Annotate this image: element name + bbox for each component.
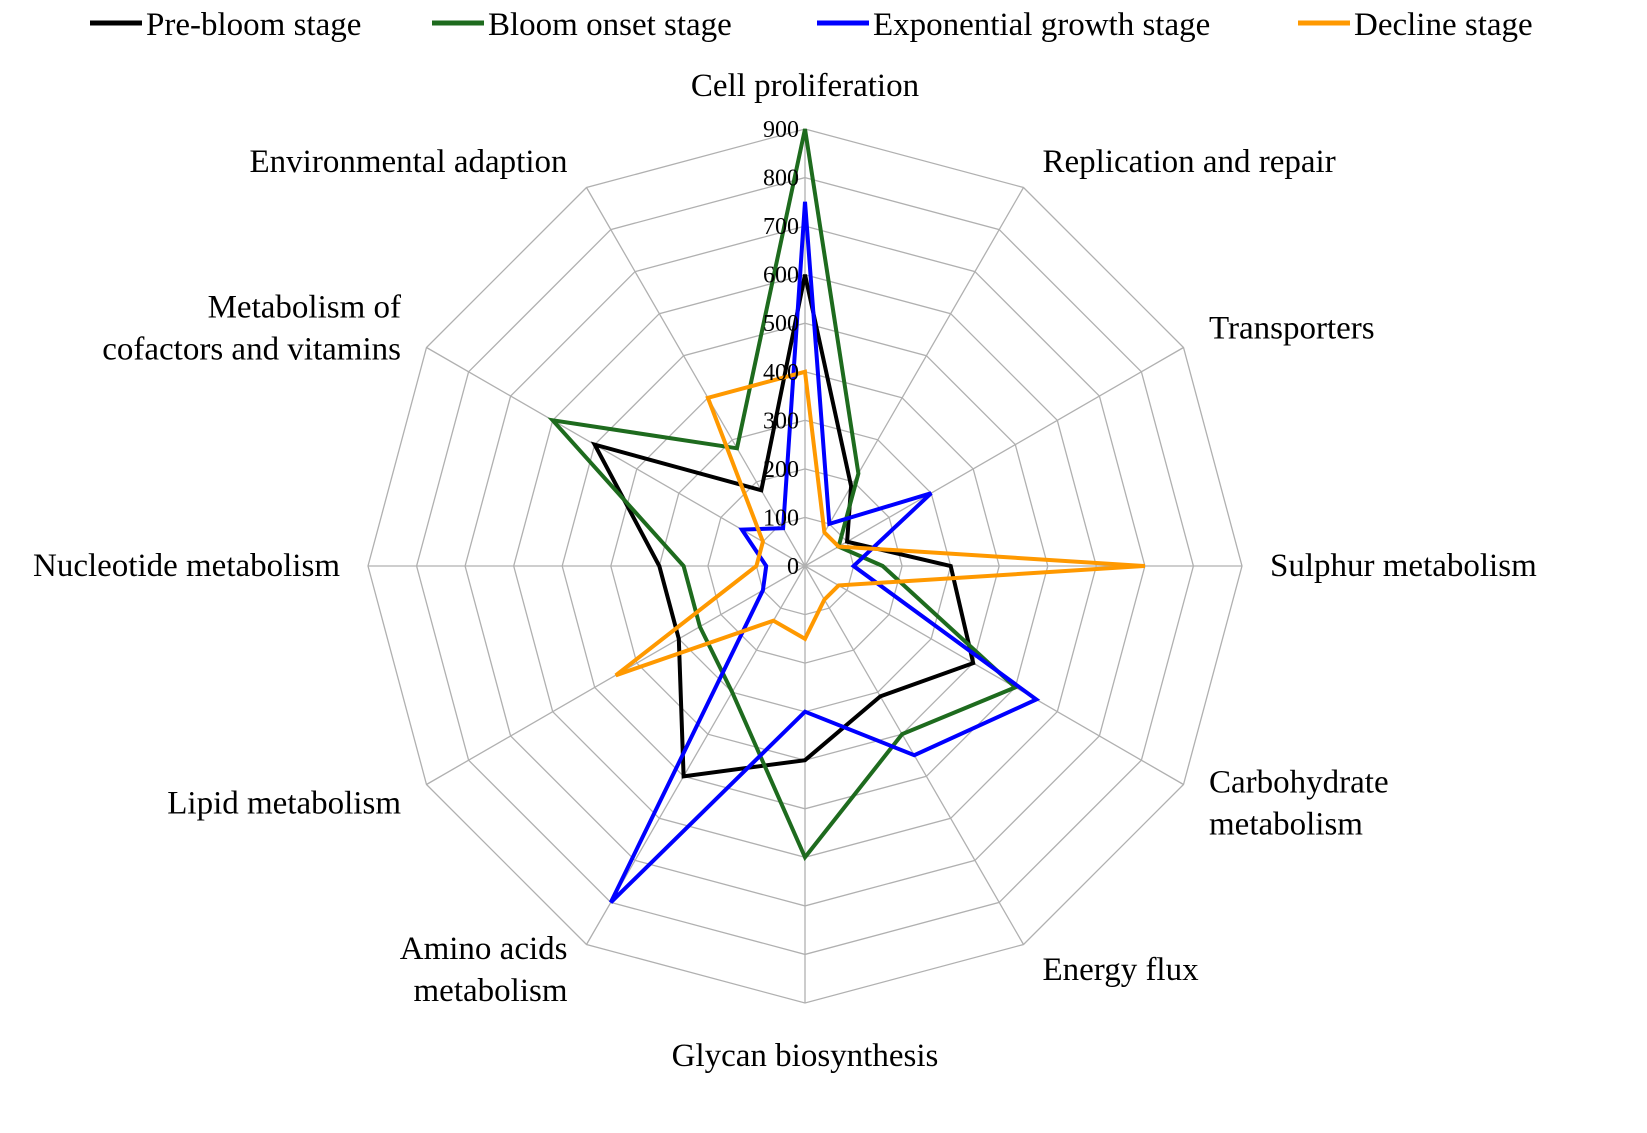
tick-label: 100 (763, 505, 799, 531)
axis-label-line: Lipid metabolism (167, 786, 401, 822)
legend-item-decline-stage: Decline stage (1298, 7, 1533, 43)
legend-item-exponential-growth-stage: Exponential growth stage (817, 7, 1210, 43)
tick-label: 900 (763, 117, 799, 143)
radial-tick-labels: 0 100 200 300 400 500 600 700 800 900 (763, 117, 799, 580)
axis-label-line: cofactors and vitamins (102, 332, 401, 368)
spoke-11 (426, 346, 806, 567)
legend-label: Decline stage (1354, 7, 1533, 43)
tick-label: 300 (763, 408, 799, 434)
series-line-decline-stage (614, 369, 1146, 678)
axis-labels: Cell proliferation Replication and repair… (33, 68, 1537, 1074)
axis-label-amino-acids-metabolism: Amino acids metabolism (400, 931, 568, 1009)
axis-label-line: Metabolism of (208, 290, 401, 326)
legend-label: Exponential growth stage (873, 7, 1210, 43)
series-line-exponential-growth-stage (609, 201, 1041, 904)
axis-label-glycan-biosynthesis: Glycan biosynthesis (672, 1038, 939, 1074)
axis-label-metabolism-of-cofactors-and-vitamins: Metabolism of cofactors and vitamins (102, 290, 401, 368)
axis-label-line: Transporters (1209, 311, 1375, 347)
axis-label-line: Sulphur metabolism (1270, 548, 1537, 584)
radar-spokes (368, 129, 1242, 1003)
axis-label-replication-and-repair: Replication and repair (1043, 144, 1336, 180)
radar-series (547, 128, 1146, 904)
axis-label-line: metabolism (1209, 807, 1363, 843)
axis-label-line: Amino acids (400, 931, 568, 967)
tick-label: 800 (763, 166, 799, 192)
axis-label-line: Energy flux (1043, 952, 1200, 988)
axis-label-lipid-metabolism: Lipid metabolism (167, 786, 401, 822)
legend-label: Bloom onset stage (488, 7, 732, 43)
legend-label: Pre-bloom stage (146, 7, 361, 43)
axis-label-sulphur-metabolism: Sulphur metabolism (1270, 548, 1537, 584)
legend-item-pre-bloom-stage: Pre-bloom stage (90, 7, 361, 43)
axis-label-cell-proliferation: Cell proliferation (691, 68, 919, 104)
axis-label-line: Nucleotide metabolism (33, 548, 340, 584)
axis-label-line: Carbohydrate (1209, 765, 1389, 801)
legend-item-bloom-onset-stage: Bloom onset stage (432, 7, 732, 43)
spoke-12 (585, 187, 806, 567)
tick-label: 0 (787, 554, 799, 580)
axis-label-line: Cell proliferation (691, 68, 919, 104)
axis-label-energy-flux: Energy flux (1043, 952, 1200, 988)
tick-label: 200 (763, 457, 799, 483)
tick-label: 500 (763, 311, 799, 337)
tick-label: 400 (763, 360, 799, 386)
axis-label-line: Environmental adaption (250, 144, 568, 180)
axis-label-environmental-adaption: Environmental adaption (250, 144, 568, 180)
axis-label-carbohydrate-metabolism: Carbohydrate metabolism (1209, 765, 1389, 843)
axis-label-line: metabolism (414, 973, 568, 1009)
tick-label: 700 (763, 214, 799, 240)
spoke-3 (804, 346, 1184, 567)
legend: Pre-bloom stage Bloom onset stage Exponent… (90, 7, 1533, 43)
spoke-5 (804, 565, 1184, 786)
series-line-pre-bloom-stage (590, 274, 976, 779)
axis-label-transporters: Transporters (1209, 311, 1375, 347)
tick-label: 600 (763, 263, 799, 289)
spoke-2 (804, 187, 1025, 567)
axis-label-nucleotide-metabolism: Nucleotide metabolism (33, 548, 340, 584)
axis-label-line: Replication and repair (1043, 144, 1336, 180)
axis-label-line: Glycan biosynthesis (672, 1038, 939, 1074)
